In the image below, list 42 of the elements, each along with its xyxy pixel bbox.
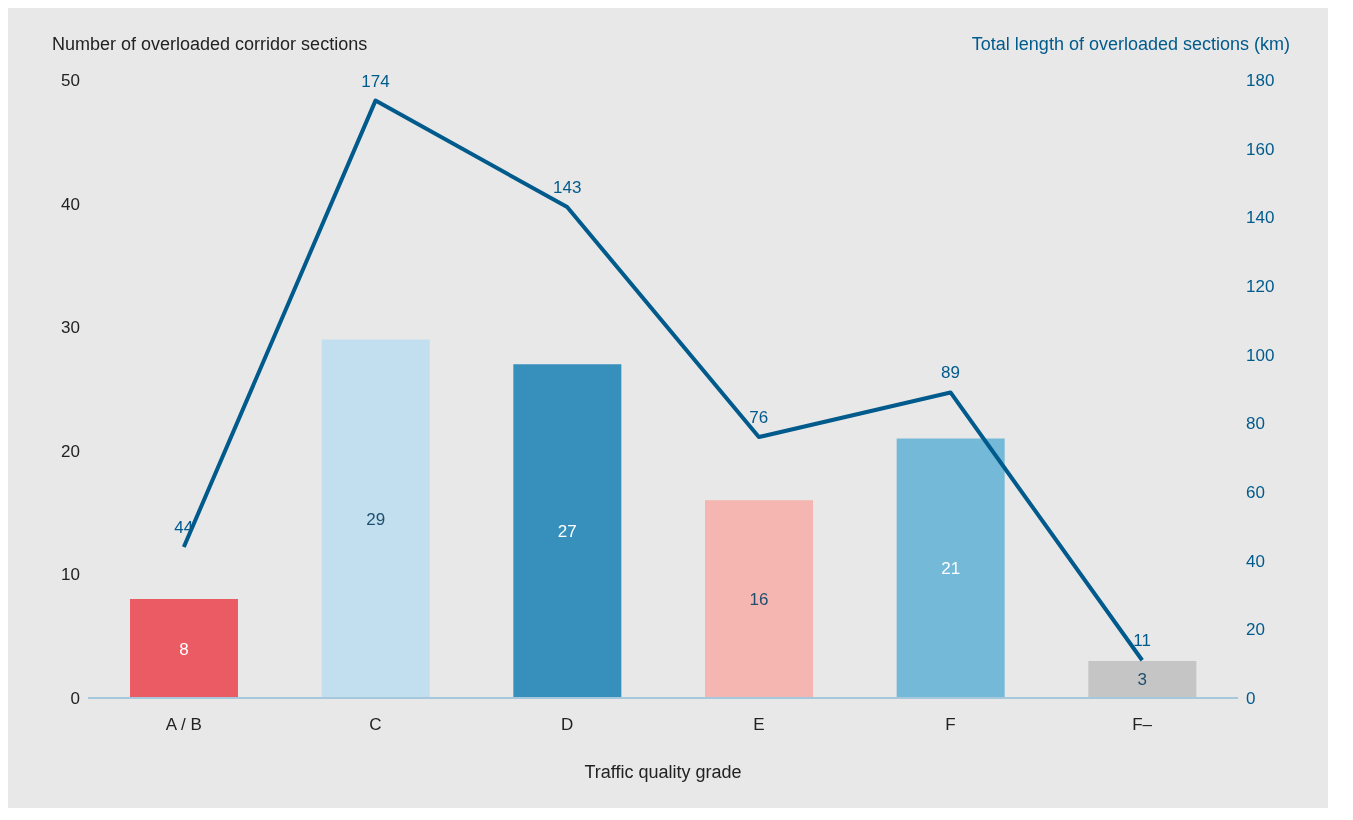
data-label: 29 [366, 509, 386, 529]
y2-tick-label: 160 [1246, 139, 1275, 159]
data-label: 16 [749, 590, 769, 610]
data-label: 3 [1137, 670, 1148, 690]
bar [513, 364, 622, 698]
y2-tick-label: 180 [1246, 71, 1275, 91]
y2-tick-label: 0 [1246, 689, 1256, 709]
y-tick-label: 30 [61, 318, 80, 338]
data-label: 89 [941, 363, 960, 383]
x-tick-label: C [369, 715, 382, 735]
y2-axis-title: Total length of overloaded sections (km) [971, 34, 1290, 55]
y2-tick-label: 40 [1246, 551, 1265, 571]
data-label: 174 [361, 71, 390, 91]
bar [1088, 660, 1197, 698]
y2-tick-label: 20 [1246, 620, 1265, 640]
data-label: 11 [1133, 631, 1151, 651]
data-label: 8 [179, 639, 189, 659]
x-tick-label: F– [1132, 715, 1153, 735]
x-tick-label: F [945, 715, 956, 735]
y-tick-label: 0 [70, 689, 80, 709]
y2-tick-label: 100 [1246, 345, 1275, 365]
y-tick-label: 10 [61, 565, 80, 585]
y-tick-label: 20 [61, 441, 80, 461]
x-tick-label: A / B [165, 715, 202, 735]
bar [705, 500, 813, 698]
y-tick-label: 40 [61, 194, 80, 214]
bar [130, 599, 238, 698]
x-axis-title: Traffic quality grade [584, 762, 742, 782]
bar [896, 438, 1005, 698]
y2-tick-label: 80 [1246, 414, 1265, 434]
y2-tick-label: 60 [1246, 483, 1265, 503]
data-label: 143 [552, 178, 582, 198]
data-label: 76 [749, 408, 769, 428]
y-tick-label: 50 [61, 71, 80, 91]
y2-tick-label: 140 [1246, 208, 1275, 228]
x-tick-label: D [561, 715, 574, 735]
y-axis-title: Number of overloaded corridor sections [52, 34, 368, 55]
x-tick-label: E [753, 715, 765, 735]
y2-tick-label: 120 [1246, 277, 1275, 297]
data-label: 21 [941, 559, 961, 579]
data-label: 27 [557, 522, 577, 542]
bar [321, 339, 430, 698]
